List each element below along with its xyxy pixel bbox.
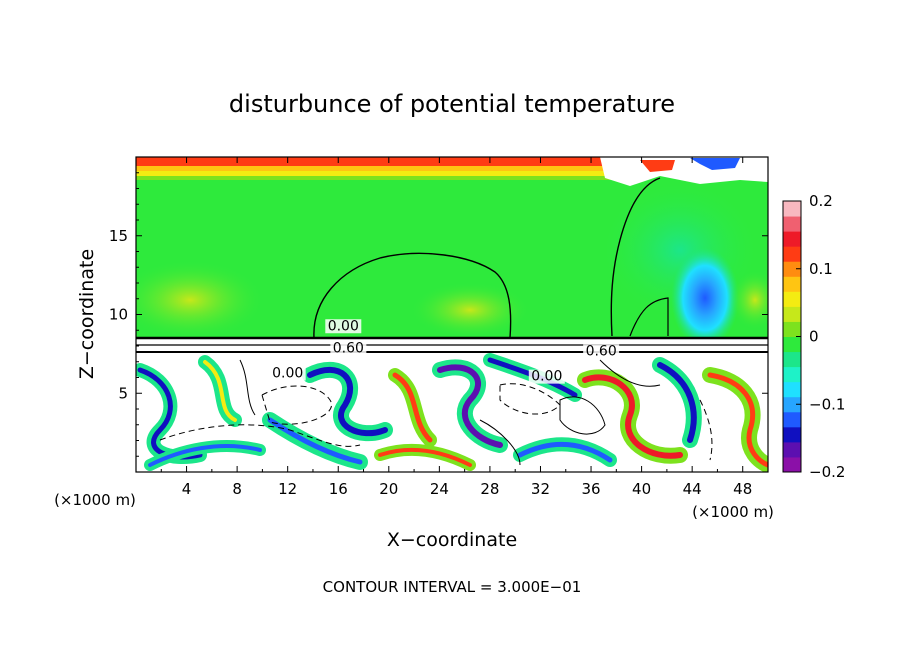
colorbar: 0.2 0.1 0 −0.1 −0.2 <box>782 192 845 481</box>
contour-label-bg <box>325 319 362 334</box>
contour-label-bg <box>528 369 565 384</box>
colorbar-swatch <box>783 291 801 307</box>
contour-right-plume <box>610 177 661 337</box>
top-right-red <box>640 160 675 172</box>
chart-title: disturbunce of potential temperature <box>229 90 675 118</box>
colorbar-swatch <box>783 306 801 322</box>
x-axis-label: X−coordinate <box>387 529 517 551</box>
top-band-orange <box>136 166 636 171</box>
colorbar-swatch <box>783 201 801 217</box>
colorbar-swatch <box>783 396 801 413</box>
x-tick-label-32: 32 <box>531 480 550 498</box>
colorbar-swatch <box>783 351 801 368</box>
x-tick-label-16: 16 <box>329 480 348 498</box>
contour-label-bg <box>269 366 306 381</box>
colorbar-tick-label: 0.1 <box>809 260 833 278</box>
temperature-field <box>136 157 768 472</box>
colorbar-swatch <box>783 411 801 428</box>
contour-label-0: 0.00 <box>328 318 359 334</box>
x-tick-label-20: 20 <box>379 480 398 498</box>
contour-dome <box>313 252 512 339</box>
contour-interval: CONTOUR INTERVAL = 3.000E−01 <box>323 578 582 596</box>
contour-labels: 0.00 0.60 0.60 0.00 0.00 <box>269 318 620 385</box>
x-tick-label-40: 40 <box>632 480 651 498</box>
y-tick-label-15: 15 <box>109 227 128 245</box>
colorbar-swatch <box>783 321 801 337</box>
x-tick-label-48: 48 <box>733 480 752 498</box>
colorbar-swatch <box>783 366 801 383</box>
colorbar-swatch <box>783 276 801 292</box>
lower-turbulent-cells <box>136 353 768 472</box>
upper-left-yellow <box>136 260 265 340</box>
upper-mid-yellow <box>410 282 530 338</box>
y-axis-label: Z−coordinate <box>76 249 98 379</box>
colorbar-tick-label: 0 <box>809 328 819 346</box>
upper-right-yellow <box>730 270 768 330</box>
top-right-blue <box>690 158 740 170</box>
x-tick-label-12: 12 <box>278 480 297 498</box>
x-tick-label-44: 44 <box>683 480 702 498</box>
colorbar-swatch <box>783 261 801 277</box>
top-band-yellow <box>136 171 636 176</box>
x-tick-label-36: 36 <box>581 480 600 498</box>
x-unit-left: (×1000 m) <box>54 491 136 509</box>
colorbar-swatch <box>783 231 801 247</box>
contour-label-3: 0.00 <box>272 366 303 382</box>
contour-label-2: 0.60 <box>586 343 617 359</box>
x-axis: 4 8 12 16 20 24 28 32 36 40 44 48 <box>160 157 752 498</box>
colorbar-swatch <box>783 426 801 443</box>
upper-cyan-anomaly <box>671 248 739 348</box>
x-tick-label-4: 4 <box>182 480 192 498</box>
x-tick-label-28: 28 <box>480 480 499 498</box>
contour-label-1: 0.60 <box>333 340 364 356</box>
colorbar-swatch <box>783 246 801 262</box>
y-tick-label-10: 10 <box>109 306 128 324</box>
colorbar-tick-label: −0.1 <box>809 395 845 413</box>
x-tick-label-24: 24 <box>430 480 449 498</box>
colorbar-swatch <box>783 336 801 353</box>
colorbar-swatch <box>783 216 801 232</box>
contour-label-4: 0.00 <box>531 369 562 385</box>
contour-label-bg <box>330 341 367 356</box>
x-tick-label-8: 8 <box>232 480 242 498</box>
top-band-lime <box>136 176 636 180</box>
top-band-red <box>136 157 636 166</box>
y-axis: 5 10 15 <box>109 172 768 457</box>
lower-contours <box>159 359 713 466</box>
colorbar-tick-label: −0.2 <box>809 463 845 481</box>
colorbar-swatch <box>783 381 801 398</box>
x-unit-right: (×1000 m) <box>692 503 774 521</box>
colorbar-swatch <box>783 441 801 458</box>
colorbar-swatch <box>783 456 801 473</box>
colorbar-tick-label: 0.2 <box>809 192 833 210</box>
y-tick-label-5: 5 <box>118 384 128 402</box>
contour-label-bg <box>583 344 620 359</box>
contour-right-plume-2 <box>629 297 669 337</box>
